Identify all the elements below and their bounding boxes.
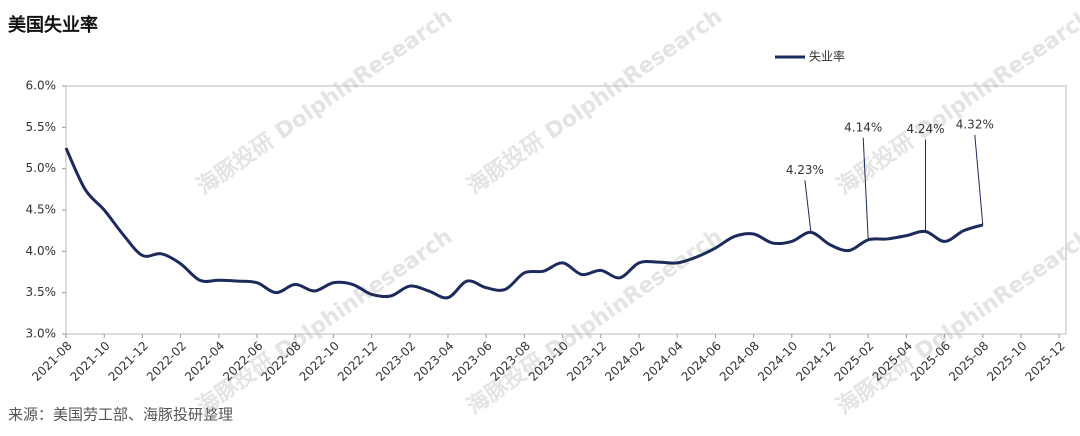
x-tick-label: 2025-10 — [984, 339, 1029, 384]
watermark: 海豚投研 DolphinResearch — [462, 223, 727, 420]
x-tick-label: 2024-06 — [679, 339, 724, 384]
x-tick-label: 2021-12 — [106, 339, 151, 384]
source-note: 来源：美国劳工部、海豚投研整理 — [8, 406, 233, 424]
chart-title: 美国失业率 — [8, 14, 98, 36]
y-tick-label: 4.5% — [26, 203, 57, 217]
watermark: 海豚投研 DolphinResearch — [192, 3, 457, 200]
value-label: 4.24% — [906, 122, 944, 136]
x-tick-label: 2025-12 — [1022, 339, 1067, 384]
leader-line — [804, 180, 812, 233]
data-line — [64, 147, 984, 300]
leader-line — [974, 134, 984, 225]
value-label: 4.14% — [844, 120, 882, 134]
leader-line — [862, 137, 869, 240]
x-tick-label: 2022-02 — [144, 339, 189, 384]
x-tick-label: 2023-06 — [449, 339, 494, 384]
x-tick-label: 2021-08 — [29, 339, 74, 384]
x-tick-label: 2024-08 — [717, 339, 762, 384]
x-tick-label: 2024-12 — [793, 339, 838, 384]
x-tick-label: 2023-04 — [411, 339, 456, 384]
watermark: 海豚投研 DolphinResearch — [192, 223, 457, 420]
y-tick-label: 6.0% — [26, 79, 57, 93]
watermark: 海豚投研 DolphinResearch — [832, 223, 1080, 420]
value-label: 4.23% — [786, 163, 824, 177]
legend-label: 失业率 — [809, 49, 845, 64]
x-tick-label: 2024-04 — [640, 339, 685, 384]
x-tick-label: 2024-02 — [602, 339, 647, 384]
value-label: 4.32% — [956, 117, 994, 131]
x-tick-label: 2021-10 — [67, 339, 112, 384]
watermark: 海豚投研 DolphinResearch — [462, 3, 727, 200]
y-tick-label: 4.0% — [26, 244, 57, 258]
y-tick-label: 5.5% — [26, 120, 57, 134]
x-tick-label: 2023-02 — [373, 339, 418, 384]
y-tick-label: 3.5% — [26, 285, 57, 299]
x-tick-label: 2022-04 — [182, 339, 227, 384]
watermark: 海豚投研 DolphinResearch — [832, 3, 1080, 200]
y-tick-label: 3.0% — [26, 327, 57, 341]
y-tick-label: 5.0% — [26, 161, 57, 175]
x-tick-label: 2022-12 — [335, 339, 380, 384]
x-tick-label: 2024-10 — [755, 339, 800, 384]
